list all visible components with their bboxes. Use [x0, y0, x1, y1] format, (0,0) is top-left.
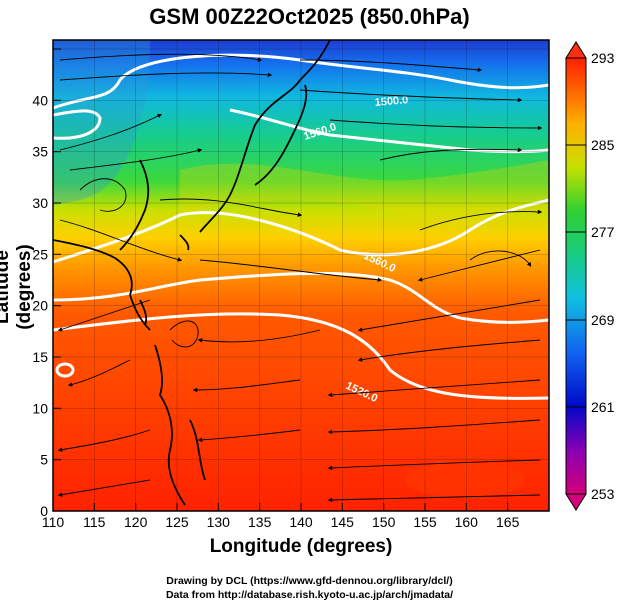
colorbar-bar [565, 57, 587, 495]
y-tick-label: 30 [32, 195, 48, 211]
x-tick-label: 115 [83, 514, 106, 530]
x-tick-label: 160 [455, 514, 479, 530]
warm-band-tint [180, 160, 549, 227]
colorbar: 293 285 277 269 261 253 [565, 41, 615, 511]
credit-data: Data from http://database.rish.kyoto-u.a… [165, 589, 454, 601]
grid-lines [53, 40, 549, 511]
y-tick-label: 20 [32, 298, 48, 314]
x-ticks [52, 503, 509, 511]
x-tick-label: 110 [42, 514, 65, 530]
credit-drawing: Drawing by DCL (https://www.gfd-dennou.o… [166, 575, 453, 587]
x-tick-label: 120 [124, 514, 148, 530]
x-tick-label: 165 [496, 514, 520, 530]
y-tick-label: 10 [32, 400, 48, 416]
x-tick-label: 125 [165, 514, 189, 530]
coastlines [53, 40, 331, 506]
x-tick-label: 140 [289, 514, 313, 530]
y-tick-label: 25 [32, 246, 48, 262]
x-axis-label: Longitude (degrees) [209, 536, 393, 557]
x-tick-label: 150 [372, 514, 396, 530]
x-tick-label: 130 [207, 514, 231, 530]
y-tick-label: 15 [32, 349, 48, 365]
colorbar-label: 261 [591, 399, 615, 415]
y-tick-label: 40 [32, 92, 48, 108]
y-tick-label: 5 [40, 452, 48, 468]
colorbar-lower-triangle [565, 493, 587, 511]
wind-streamlines [57, 53, 543, 503]
colorbar-label: 253 [591, 486, 615, 502]
y-tick-label: 35 [32, 144, 48, 160]
colorbar-label: 285 [591, 137, 615, 153]
geopotential-contours [53, 53, 549, 400]
x-tick-label: 145 [331, 514, 355, 530]
colorbar-label: 277 [591, 224, 615, 240]
y-axis-label: Latitude (degrees) [0, 244, 35, 330]
colorbar-upper-triangle [565, 41, 587, 59]
colorbar-label: 269 [591, 312, 615, 328]
y-ticks [53, 48, 61, 512]
colorbar-label: 293 [591, 50, 615, 66]
cold-region-tint [53, 40, 150, 205]
map-title: GSM 00Z22Oct2025 (850.0hPa) [149, 4, 470, 29]
contour-label: 1500.0 [374, 94, 409, 109]
x-tick-label: 155 [413, 514, 437, 530]
warm-patch [405, 462, 525, 498]
x-tick-label: 135 [248, 514, 272, 530]
y-tick-label: 0 [40, 503, 48, 519]
